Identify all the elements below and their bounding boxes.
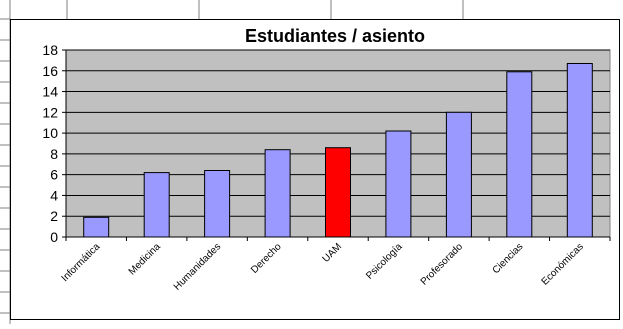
bar-humanidades[interactable] bbox=[204, 170, 231, 238]
bar-medicina[interactable] bbox=[143, 172, 170, 238]
y-tick-label: 14 bbox=[42, 84, 58, 100]
x-tick-label: Profesorado bbox=[419, 241, 466, 288]
bar-económicas[interactable] bbox=[566, 63, 593, 238]
x-tick-labels: Informática Medicina Humanidades Derecho UAM… bbox=[60, 237, 611, 293]
y-tick-label: 18 bbox=[42, 42, 58, 58]
y-tick-label: 16 bbox=[42, 63, 58, 79]
x-tick-label: Medicina bbox=[127, 241, 163, 277]
bar-uam[interactable] bbox=[325, 147, 351, 238]
chart-title: Estudiantes / asiento bbox=[244, 26, 426, 46]
x-tick-label: Humanidades bbox=[172, 241, 223, 292]
x-tick-label: Derecho bbox=[249, 241, 284, 276]
bar-ciencias[interactable] bbox=[506, 71, 533, 238]
x-tick-label: Informática bbox=[60, 241, 103, 284]
y-tick-label: 10 bbox=[42, 125, 58, 141]
y-tick-label: 6 bbox=[50, 167, 58, 183]
bar-informática[interactable] bbox=[83, 216, 110, 238]
y-tick-label: 0 bbox=[50, 229, 58, 245]
y-tick-label: 8 bbox=[50, 146, 58, 162]
bar-psicología[interactable] bbox=[385, 130, 412, 238]
bar-derecho[interactable] bbox=[264, 149, 291, 238]
y-tick-label: 12 bbox=[42, 104, 58, 120]
bars bbox=[83, 63, 593, 238]
x-tick-label: UAM bbox=[321, 241, 345, 265]
x-tick-label: Económicas bbox=[540, 241, 586, 287]
x-tick-label: Psicología bbox=[364, 241, 405, 282]
y-tick-labels: 0 2 4 6 8 10 12 14 16 18 bbox=[42, 42, 66, 245]
bar-profesorado[interactable] bbox=[445, 111, 472, 238]
y-tick-label: 4 bbox=[50, 187, 58, 203]
y-tick-label: 2 bbox=[50, 208, 58, 224]
x-tick-label: Ciencias bbox=[491, 241, 526, 276]
